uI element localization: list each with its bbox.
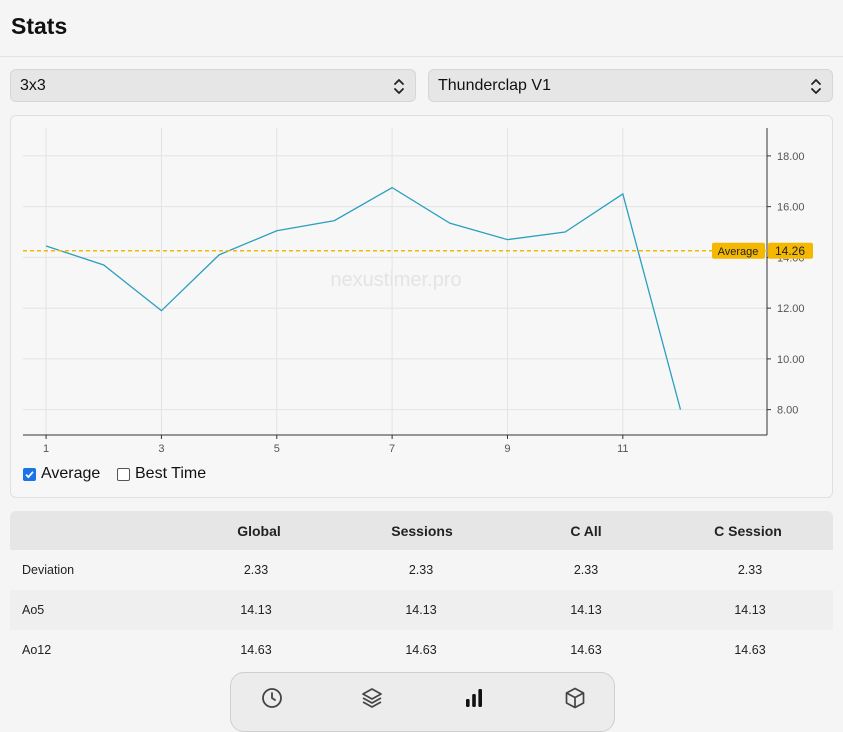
x-tick-label: 9 [504,443,510,455]
average-checkbox[interactable] [23,467,36,481]
x-tick-label: 1 [43,443,49,455]
puzzle-select[interactable]: 3x3 [10,69,416,102]
table-cell: 14.63 [405,643,437,657]
chart-card: nexustimer.pro13579118.0010.0012.0014.00… [10,115,833,498]
chevron-up-down-icon [811,79,821,94]
table-cell: 14.13 [734,603,766,617]
average-value-background [768,242,813,259]
table-cell: 14.13 [405,603,437,617]
solve-times-chart: nexustimer.pro13579118.0010.0012.0014.00… [23,128,813,455]
x-tick-label: 11 [617,443,628,455]
x-tick-label: 3 [158,443,164,455]
puzzle-select-value: 3x3 [20,77,46,94]
table-cell: 14.13 [570,603,602,617]
table-row: Ao12 14.63 14.63 14.63 14.63 [10,630,833,670]
table-cell: 2.33 [408,563,434,577]
average-label-background [712,242,765,259]
row-label: Deviation [22,563,75,577]
table-cell: 14.63 [240,643,272,657]
x-tick-label: 5 [274,443,280,455]
header: Stats [0,0,843,57]
y-tick-label: 16.00 [777,202,805,214]
y-tick-label: 8.00 [777,405,798,417]
average-label: Average [41,465,101,482]
average-toggle[interactable]: Average [23,464,100,484]
series-line [45,186,682,410]
nav-cube-button[interactable] [560,683,590,713]
header-global: Global [237,522,281,539]
table-cell: 14.63 [734,643,766,657]
header-c-all: C All [570,522,602,539]
average-label: Average [718,246,759,258]
row-label: Ao5 [22,603,45,617]
table-cell: 14.13 [240,603,272,617]
header-c-session: C Session [714,522,782,539]
table-row: Deviation 2.33 2.33 2.33 2.33 [10,550,833,590]
table-cell: 2.33 [573,563,599,577]
best-time-label: Best Time [135,465,207,482]
row-label: Ao12 [22,643,52,657]
best-time-toggle[interactable]: Best Time [117,464,206,484]
cube-icon [565,687,585,709]
session-select[interactable]: Thunderclap V1 [428,69,833,102]
nav-stats-button[interactable] [459,683,489,713]
layers-icon [362,688,382,708]
session-select-value: Thunderclap V1 [438,77,551,94]
y-tick-label: 12.00 [777,303,805,315]
watermark-text: nexustimer.pro [330,269,461,291]
table-header: Global Sessions C All C Session [10,511,833,550]
clock-icon [262,688,282,708]
check-icon [25,470,34,478]
table-cell: 2.33 [737,563,763,577]
nav-timer-button[interactable] [257,683,287,713]
x-tick-label: 7 [389,443,395,455]
y-tick-label: 10.00 [777,354,805,366]
bottom-nav [230,672,615,732]
best-time-checkbox[interactable] [117,467,130,481]
stats-table: Global Sessions C All C Session Deviatio… [10,511,833,670]
y-tick-label: 18.00 [777,151,805,163]
page-title: Stats [11,13,68,39]
table-cell: 14.63 [570,643,602,657]
bar-chart-icon [466,689,482,707]
chevron-up-down-icon [394,79,404,94]
nav-sessions-button[interactable] [357,683,387,713]
table-cell: 2.33 [243,563,269,577]
table-row: Ao5 14.13 14.13 14.13 14.13 [10,590,833,630]
average-value-label: 14.26 [775,244,805,258]
header-sessions: Sessions [391,522,453,539]
